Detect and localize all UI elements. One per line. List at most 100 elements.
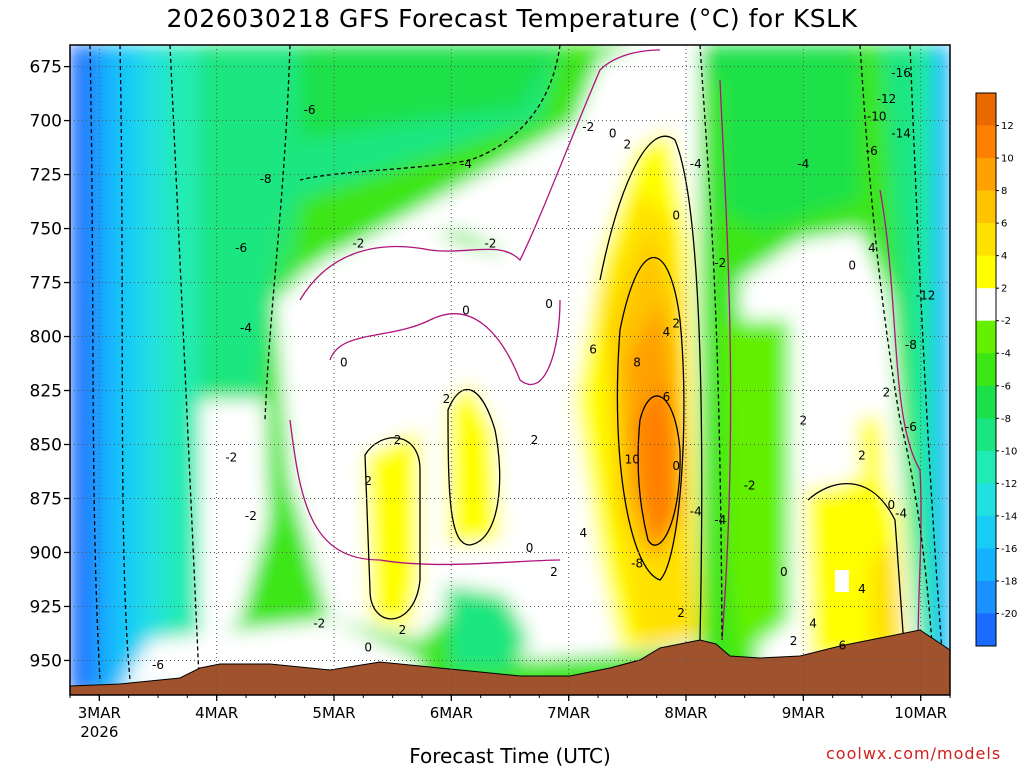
x-tick-label: 8MAR (664, 704, 707, 722)
colorbar-label: -2 (1001, 316, 1011, 327)
y-tick-label: 950 (30, 651, 62, 671)
contour-label: -6 (905, 420, 917, 434)
contour-label: 0 (545, 297, 553, 311)
y-tick-label: 850 (30, 436, 62, 456)
colorbar-swatch (976, 483, 996, 517)
colorbar-swatch (976, 93, 996, 127)
contour-label: 2 (550, 565, 558, 579)
contour-label: 0 (526, 541, 534, 555)
plot-area (70, 45, 950, 695)
warm-pocket-hole (835, 570, 849, 592)
colorbar-label: -20 (1001, 609, 1017, 620)
contour-label: 0 (672, 209, 680, 223)
contour-label: 0 (672, 459, 680, 473)
contour-label: -2 (313, 617, 325, 631)
contour-label: -2 (744, 479, 756, 493)
contour-label: -16 (891, 66, 911, 80)
colorbar-swatch (976, 288, 996, 322)
colorbar-label: -18 (1001, 576, 1017, 587)
credit-link[interactable]: coolwx.com/models (826, 744, 1002, 763)
colorbar-swatch (976, 255, 996, 289)
colorbar-swatch (976, 418, 996, 452)
contour-label: 0 (340, 355, 348, 369)
colorbar-swatch (976, 125, 996, 159)
x-tick-label: 7MAR (547, 704, 590, 722)
x-tick-label: 3MAR (78, 704, 121, 722)
colorbar-label: -8 (1001, 414, 1011, 425)
contour-label: -2 (352, 237, 364, 251)
contour-label: 2 (858, 448, 866, 462)
contour-label: 4 (868, 241, 876, 255)
contour-label: -4 (714, 513, 726, 527)
contour-label: -12 (877, 92, 897, 106)
grid (70, 45, 950, 695)
colorbar-label: -6 (1001, 381, 1011, 392)
colorbar-label: -4 (1001, 349, 1011, 360)
colorbar-frame (975, 92, 997, 647)
y-tick-label: 775 (30, 274, 62, 294)
y-tick-label: 700 (30, 112, 62, 132)
contour-label: 2 (800, 414, 808, 428)
contour-label: 0 (462, 304, 470, 318)
contour-label: 6 (839, 638, 847, 652)
y-tick-label: 825 (30, 382, 62, 402)
contour-label: 8 (633, 355, 641, 369)
y-tick-label: 875 (30, 489, 62, 509)
colorbar-swatch (976, 223, 996, 257)
y-tick-label: 925 (30, 597, 62, 617)
contour-label: -2 (714, 256, 726, 270)
contour-label: -8 (260, 172, 272, 186)
contour-label: -4 (895, 507, 907, 521)
contour-label: 0 (888, 498, 896, 512)
contour-label: -2 (225, 450, 237, 464)
colorbar-label: 4 (1001, 251, 1007, 262)
contour-label: 2 (624, 137, 632, 151)
contour-label: 0 (780, 565, 788, 579)
colorbar-swatch (976, 548, 996, 582)
colorbar-label: 8 (1001, 186, 1007, 197)
contour-label: 4 (580, 526, 588, 540)
contour-label: -4 (240, 321, 252, 335)
colorbar-label: -12 (1001, 479, 1017, 490)
colorbar-swatch (976, 158, 996, 192)
colorbar-label: 10 (1001, 154, 1014, 165)
contour-label: -6 (235, 241, 247, 255)
contour-label: 2 (790, 634, 798, 648)
colorbar-label: -16 (1001, 544, 1017, 555)
contour-label: 4 (858, 582, 866, 596)
contour-label: -8 (905, 338, 917, 352)
contour-label: 2 (531, 433, 539, 447)
colorbar-swatch (976, 190, 996, 224)
contour-label: -6 (304, 103, 316, 117)
contour-label: 2 (443, 392, 451, 406)
colorbar-swatch (976, 320, 996, 354)
contour-label: -4 (460, 157, 472, 171)
x-tick-label: 10MAR (894, 704, 947, 722)
chart-title: 2026030218 GFS Forecast Temperature (°C)… (166, 4, 858, 33)
contour-label: -2 (582, 120, 594, 134)
contour-label: 0 (364, 640, 372, 654)
contour-label: 0 (848, 258, 856, 272)
contour-label: -2 (484, 237, 496, 251)
colorbar-swatch (976, 580, 996, 614)
colorbar-swatch (976, 515, 996, 549)
contour-label: 10 (625, 453, 640, 467)
contour-label: 2 (672, 317, 680, 331)
contour-label: 2 (394, 433, 402, 447)
contour-label: 2 (364, 474, 372, 488)
y-axis: 675 700 725 750 775 800 825 850 875 900 925 950 (30, 58, 70, 671)
y-tick-label: 900 (30, 543, 62, 563)
colorbar-swatch (976, 385, 996, 419)
y-tick-label: 675 (30, 58, 62, 78)
contour-label: 4 (809, 617, 817, 631)
x-tick-label: 4MAR (195, 704, 238, 722)
y-tick-label: 725 (30, 166, 62, 186)
temperature-field (70, 45, 950, 695)
colorbar-label: -14 (1001, 511, 1017, 522)
x-tick-label: 5MAR (312, 704, 355, 722)
colorbar-swatch (976, 450, 996, 484)
y-tick-label: 800 (30, 328, 62, 348)
contour-label: -10 (867, 109, 887, 123)
